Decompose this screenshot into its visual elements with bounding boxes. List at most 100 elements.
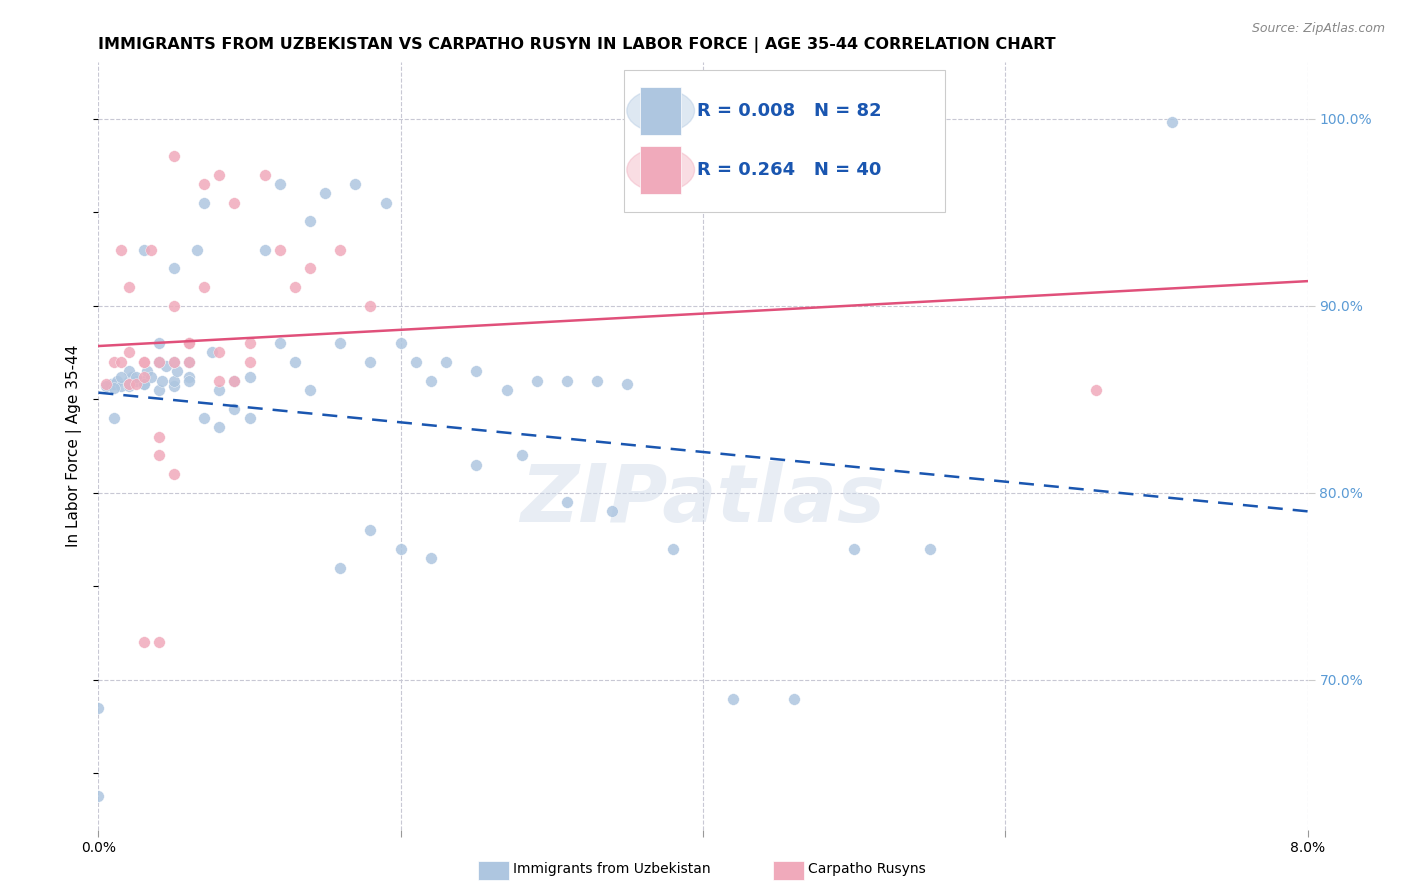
Point (118, 364, 141, 378)
Point (179, 355, 201, 369)
Point (110, 369, 132, 384)
Point (125, 377, 148, 392)
Point (193, 177, 215, 191)
Point (299, 383, 322, 397)
Point (783, 691, 806, 706)
Point (110, 243, 132, 257)
FancyBboxPatch shape (624, 70, 945, 212)
Point (208, 345, 231, 359)
Point (360, 523, 382, 537)
Point (844, 541, 866, 556)
Point (132, 243, 155, 257)
Point (141, 243, 163, 257)
Text: R = 0.264   N = 40: R = 0.264 N = 40 (697, 161, 882, 178)
Point (314, 186, 336, 201)
Point (118, 374, 141, 388)
Point (163, 261, 186, 276)
Point (555, 495, 578, 509)
Point (163, 467, 186, 481)
Point (163, 379, 186, 393)
Point (132, 374, 155, 388)
Point (1160, 115, 1182, 129)
Point (344, 177, 367, 191)
Point (103, 377, 125, 392)
Point (110, 379, 132, 393)
Text: Immigrants from Uzbekistan: Immigrants from Uzbekistan (513, 862, 711, 876)
Point (132, 355, 155, 369)
Point (918, 541, 941, 556)
Text: Source: ZipAtlas.com: Source: ZipAtlas.com (1251, 22, 1385, 36)
Point (118, 379, 141, 393)
Point (118, 377, 141, 392)
Point (103, 411, 125, 425)
Point (132, 369, 155, 384)
Point (103, 381, 125, 395)
Point (586, 374, 609, 388)
Point (163, 374, 186, 388)
FancyBboxPatch shape (640, 146, 682, 194)
Point (299, 261, 322, 276)
Y-axis label: In Labor Force | Age 35-44: In Labor Force | Age 35-44 (66, 345, 83, 547)
Point (389, 336, 412, 351)
Point (186, 243, 208, 257)
Point (224, 401, 246, 416)
Point (299, 214, 322, 228)
Point (224, 195, 246, 210)
Point (148, 355, 170, 369)
Point (155, 359, 177, 373)
Point (148, 383, 170, 397)
Point (269, 243, 291, 257)
FancyBboxPatch shape (640, 87, 682, 135)
Point (132, 355, 155, 369)
Circle shape (627, 148, 695, 191)
Text: Carpatho Rusyns: Carpatho Rusyns (808, 862, 927, 876)
Point (208, 420, 231, 434)
Point (253, 168, 276, 182)
Point (224, 374, 246, 388)
Point (87, 789, 110, 803)
Point (284, 355, 307, 369)
Text: ZIPatlas: ZIPatlas (520, 460, 886, 539)
Point (253, 243, 276, 257)
Point (510, 448, 533, 462)
Point (94, 377, 117, 392)
Point (105, 374, 128, 388)
Point (163, 149, 186, 163)
Point (150, 374, 173, 388)
Point (374, 195, 396, 210)
Point (148, 430, 170, 444)
Point (239, 369, 262, 384)
Point (434, 355, 457, 369)
Point (616, 377, 638, 392)
Point (239, 336, 262, 351)
Point (118, 377, 141, 392)
Point (118, 345, 141, 359)
Point (329, 560, 352, 574)
Point (329, 243, 352, 257)
Point (201, 345, 224, 359)
Point (125, 374, 148, 388)
Point (132, 377, 155, 392)
Point (208, 168, 231, 182)
Point (179, 374, 201, 388)
Point (360, 355, 382, 369)
Point (87, 701, 110, 715)
Text: IMMIGRANTS FROM UZBEKISTAN VS CARPATHO RUSYN IN LABOR FORCE | AGE 35-44 CORRELAT: IMMIGRANTS FROM UZBEKISTAN VS CARPATHO R… (98, 37, 1056, 53)
Point (420, 551, 443, 566)
Point (224, 374, 246, 388)
Point (163, 355, 186, 369)
Point (526, 374, 548, 388)
Point (103, 355, 125, 369)
Point (389, 541, 412, 556)
Point (163, 299, 186, 313)
Point (141, 369, 163, 384)
Circle shape (627, 89, 695, 132)
Point (465, 458, 488, 472)
Point (239, 411, 262, 425)
Point (179, 336, 201, 351)
Point (602, 504, 624, 518)
Point (125, 369, 148, 384)
Point (163, 355, 186, 369)
Point (405, 355, 427, 369)
Point (148, 355, 170, 369)
